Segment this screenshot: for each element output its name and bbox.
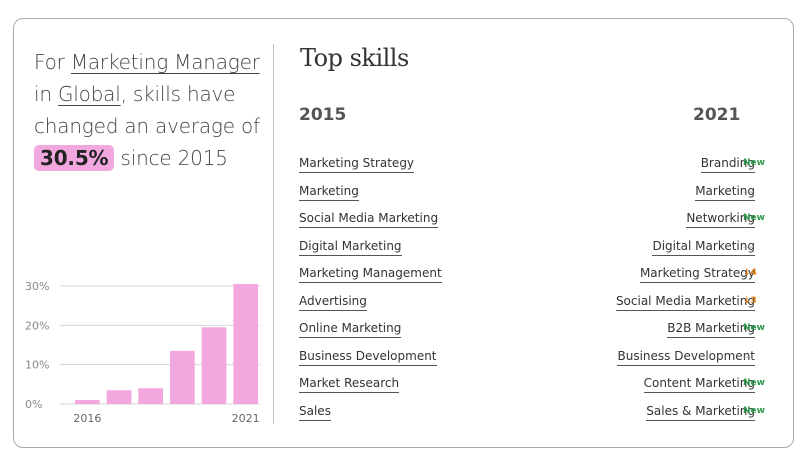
skill-link[interactable]: Business Development	[299, 348, 437, 366]
skill-2021-item: Social Media Marketing	[615, 288, 755, 316]
y-tick-label: 10%	[25, 359, 49, 372]
x-tick-label: 2016	[73, 412, 101, 425]
skill-2015-item: Business Development	[299, 343, 442, 371]
x-tick-label: 2021	[232, 412, 260, 425]
skill-link[interactable]: Content Marketing	[643, 376, 755, 393]
skill-2015-item: Digital Marketing	[299, 233, 442, 261]
change-same-badge: —	[743, 184, 754, 198]
skills-2021-list: Branding Marketing Networking Digital Marke…	[615, 150, 755, 426]
skill-link[interactable]: Marketing Management	[299, 266, 442, 283]
skill-link[interactable]: Social Media Marketing	[299, 211, 439, 228]
skill-2015-item: Marketing Strategy	[299, 150, 442, 178]
y-tick-label: 20%	[25, 319, 49, 332]
skill-link[interactable]: Sales & Marketing	[646, 403, 755, 421]
change-new-badge: New	[743, 323, 765, 333]
skill-link[interactable]: Online Marketing	[299, 321, 402, 338]
change-new-badge: New	[743, 405, 765, 416]
skill-link[interactable]: Marketing	[299, 183, 359, 201]
bar-2018	[138, 388, 164, 404]
column-divider	[273, 44, 274, 424]
skills-card	[13, 18, 794, 448]
skill-link[interactable]: Advertising	[299, 293, 367, 311]
skill-2021-item: B2B Marketing	[616, 315, 755, 343]
change-down-badge: ↓3	[743, 295, 757, 306]
skill-link[interactable]: Business Development	[617, 348, 755, 366]
headline-tail: since 2015	[114, 146, 228, 170]
change-new-badge: New	[743, 213, 765, 223]
skill-link[interactable]: Branding	[700, 156, 755, 173]
skill-link[interactable]: Marketing Strategy	[299, 156, 415, 173]
skill-2021-item: Content Marketing	[616, 370, 755, 398]
skill-link[interactable]: Networking	[686, 211, 755, 228]
skill-2021-item: Networking	[616, 205, 755, 233]
skill-2015-item: Sales	[299, 398, 442, 426]
skill-2021-item: Marketing Strategy	[616, 260, 755, 288]
skill-2021-item: Sales & Marketing	[616, 398, 755, 426]
change-new-badge: New	[743, 378, 765, 388]
skill-2015-item: Market Research	[299, 370, 442, 398]
year-2015-heading: 2015	[299, 105, 347, 125]
y-tick-label: 0%	[25, 398, 42, 411]
skill-link[interactable]: B2B Marketing	[667, 321, 755, 338]
skill-2021-item: Marketing	[616, 178, 755, 206]
skill-link[interactable]: Digital Marketing	[652, 238, 755, 256]
year-2021-heading: 2021	[693, 105, 741, 125]
change-new-badge: New	[743, 158, 765, 168]
bar-2019	[170, 350, 195, 404]
headline-suffix: , skills have changed an average of	[34, 82, 260, 138]
headline-mid: in	[34, 82, 58, 106]
skill-2015-item: Advertising	[299, 288, 442, 316]
skill-2015-item: Online Marketing	[299, 315, 442, 343]
skill-change-chart: 0% 10% 20% 30% 2016 2021	[25, 280, 260, 425]
y-tick-label: 30%	[25, 280, 49, 293]
skill-link[interactable]: Social Media Marketing	[615, 293, 755, 311]
skill-link[interactable]: Marketing Strategy	[639, 266, 755, 283]
skill-link[interactable]: Marketing	[695, 183, 755, 201]
change-same-badge: —	[743, 239, 754, 253]
role-link[interactable]: Marketing Manager	[70, 50, 260, 74]
skill-2021-item: Digital Marketing	[616, 233, 755, 261]
headline-prefix: For	[34, 50, 71, 74]
headline: For Marketing Manager in Global, skills …	[34, 46, 264, 174]
region-link[interactable]: Global	[58, 82, 121, 106]
skill-2021-item: Branding	[616, 150, 755, 178]
skill-2021-item: Business Development	[616, 343, 755, 371]
percent-badge: 30.5%	[34, 145, 115, 171]
skill-link[interactable]: Digital Marketing	[299, 238, 402, 256]
change-down-badge: ↓4	[743, 268, 757, 278]
skill-2015-item: Marketing	[299, 178, 442, 206]
bar-2017	[106, 390, 132, 404]
bar-2021	[233, 284, 259, 404]
skills-2015-list: Marketing Strategy Marketing Social Media …	[299, 150, 442, 425]
section-title: Top skills	[300, 44, 409, 72]
skill-link[interactable]: Sales	[299, 403, 331, 421]
bar-2016	[75, 400, 100, 404]
skill-2015-item: Marketing Management	[299, 260, 442, 288]
bar-2020	[201, 327, 227, 404]
skill-link[interactable]: Market Research	[299, 376, 400, 393]
change-same-badge: —	[743, 349, 754, 363]
skill-2015-item: Social Media Marketing	[299, 205, 442, 233]
